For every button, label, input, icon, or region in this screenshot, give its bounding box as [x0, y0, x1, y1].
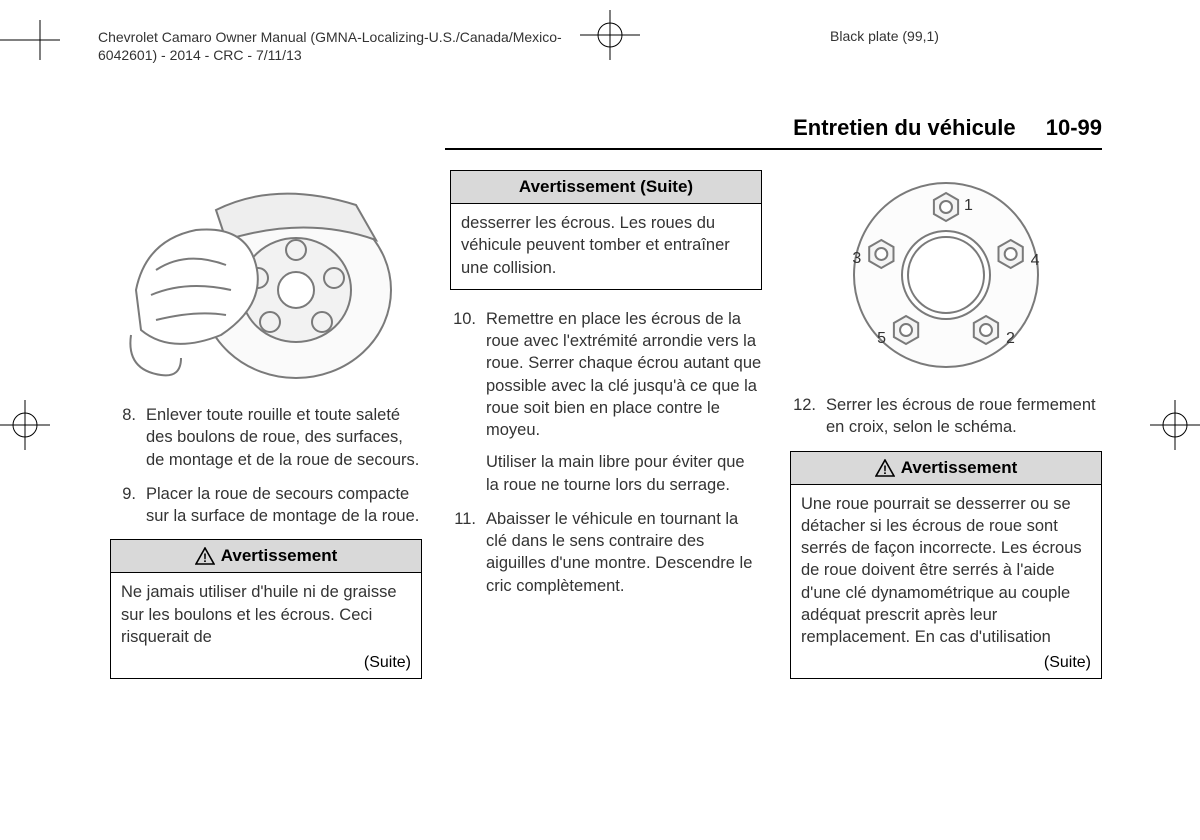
step-number: 10. — [450, 308, 486, 496]
column-2: Avertissement (Suite) desserrer les écro… — [450, 170, 762, 679]
warning-icon: ! — [875, 459, 895, 477]
svg-text:!: ! — [203, 551, 207, 565]
step-number: 11. — [450, 508, 486, 597]
svg-text:!: ! — [883, 463, 887, 477]
warning-title-text: Avertissement (Suite) — [519, 177, 693, 197]
section-title-text: Entretien du véhicule — [793, 115, 1016, 140]
steps-col1: 8. Enlever toute rouille et toute saleté… — [110, 404, 422, 527]
step-12: 12. Serrer les écrous de roue fermement … — [790, 394, 1102, 439]
section-number: 10-99 — [1046, 115, 1102, 140]
step-9: 9. Placer la roue de secours compacte su… — [110, 483, 422, 528]
step-11: 11. Abaisser le véhicule en tournant la … — [450, 508, 762, 597]
header-line2: 6042601) - 2014 - CRC - 7/11/13 — [98, 47, 302, 63]
step-text: Abaisser le véhicule en tournant la clé … — [486, 508, 762, 597]
steps-col3: 12. Serrer les écrous de roue fermement … — [790, 394, 1102, 439]
warning-icon: ! — [195, 547, 215, 565]
header-line1: Chevrolet Camaro Owner Manual (GMNA-Loca… — [98, 29, 562, 45]
header-plate: Black plate (99,1) — [830, 28, 939, 44]
warning-body: Une roue pourrait se desserrer ou se dét… — [791, 485, 1101, 653]
warning-body: Ne jamais utiliser d'huile ni de graisse… — [111, 573, 421, 652]
warning-title: ! Avertissement — [791, 452, 1101, 485]
step-text: Remettre en place les écrous de la roue … — [486, 308, 762, 496]
step-text: Placer la roue de secours compacte sur l… — [146, 483, 422, 528]
svg-text:5: 5 — [877, 330, 886, 347]
step-10: 10. Remettre en place les écrous de la r… — [450, 308, 762, 496]
steps-col2: 10. Remettre en place les écrous de la r… — [450, 308, 762, 597]
warning-suite: (Suite) — [791, 652, 1101, 678]
warning-box-1: ! Avertissement Ne jamais utiliser d'hui… — [110, 539, 422, 679]
warning-title: ! Avertissement — [111, 540, 421, 573]
step-number: 12. — [790, 394, 826, 439]
column-1: 8. Enlever toute rouille et toute saleté… — [110, 170, 422, 679]
svg-text:4: 4 — [1031, 252, 1040, 269]
step-number: 9. — [110, 483, 146, 528]
svg-text:3: 3 — [852, 250, 861, 267]
title-rule — [445, 148, 1102, 150]
step-text: Serrer les écrous de roue fermement en c… — [826, 394, 1102, 439]
step-8: 8. Enlever toute rouille et toute saleté… — [110, 404, 422, 471]
warning-suite: (Suite) — [111, 652, 421, 678]
warning-title: Avertissement (Suite) — [451, 171, 761, 204]
warning-box-3: ! Avertissement Une roue pourrait se des… — [790, 451, 1102, 680]
warning-title-text: Avertissement — [221, 546, 338, 566]
warning-body: desserrer les écrous. Les roues du véhic… — [451, 204, 761, 289]
header-meta: Chevrolet Camaro Owner Manual (GMNA-Loca… — [98, 28, 562, 64]
step-number: 8. — [110, 404, 146, 471]
svg-text:2: 2 — [1006, 330, 1015, 347]
column-3: 1 4 2 5 3 12. Serrer les écrous de roue ferm… — [790, 170, 1102, 679]
figure-brake-hub — [110, 170, 422, 390]
step-subtext: Utiliser la main libre pour éviter que l… — [486, 451, 762, 496]
svg-text:1: 1 — [964, 197, 973, 214]
step-text: Enlever toute rouille et toute saleté de… — [146, 404, 422, 471]
warning-box-continued: Avertissement (Suite) desserrer les écro… — [450, 170, 762, 290]
figure-lug-pattern: 1 4 2 5 3 — [790, 170, 1102, 380]
section-heading: Entretien du véhicule 10-99 — [793, 115, 1102, 141]
warning-title-text: Avertissement — [901, 458, 1018, 478]
